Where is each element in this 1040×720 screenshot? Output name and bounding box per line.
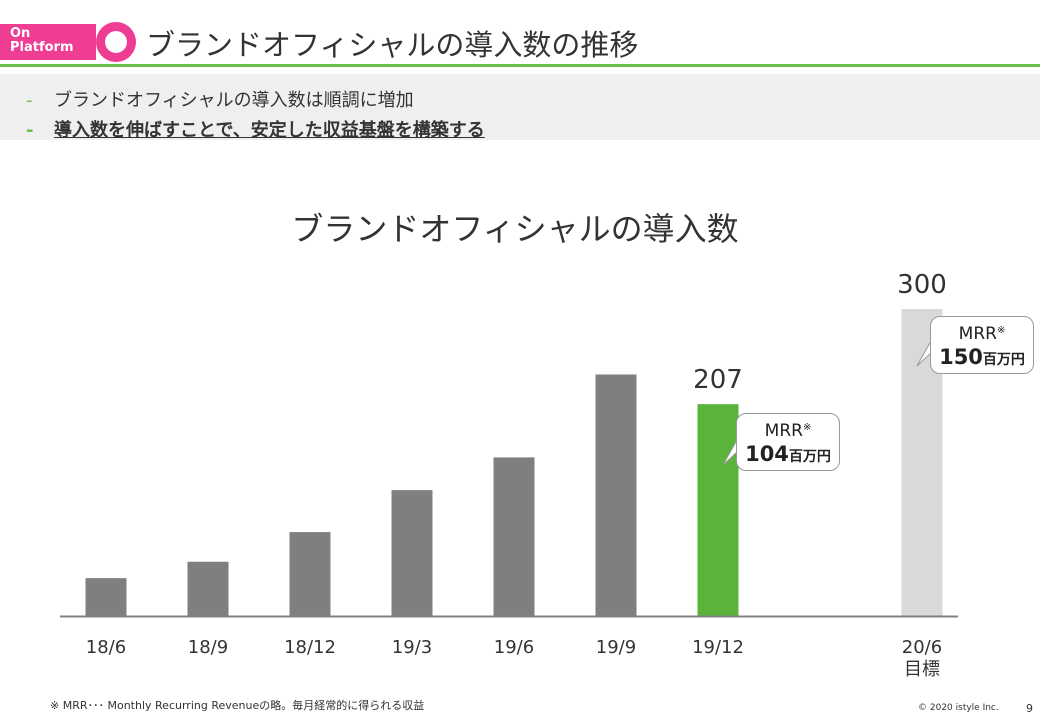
bullet-dash: - — [26, 90, 33, 111]
x-tick-sublabel: 目標 — [904, 659, 940, 680]
data-label: 300 — [897, 270, 947, 300]
on-platform-badge: On Platform — [0, 24, 96, 60]
slide-title: ブランドオフィシャルの導入数の推移 — [146, 28, 639, 62]
x-tick-label: 19/9 — [596, 637, 636, 658]
page-number: 9 — [1026, 702, 1033, 715]
bar-19-12 — [697, 404, 739, 616]
callout-value: 104百万円 — [745, 442, 831, 466]
bar-18-9 — [187, 561, 229, 616]
copyright: © 2020 istyle Inc. — [918, 703, 999, 713]
badge-line2: Platform — [10, 40, 74, 55]
x-tick-label: 18/6 — [86, 637, 126, 658]
bar-18-12 — [289, 532, 331, 616]
x-tick-label: 19/6 — [494, 637, 534, 658]
title-divider — [0, 64, 1040, 67]
summary-bullet-2: - 導入数を伸ばすことで、安定した収益基盤を構築する — [26, 116, 485, 142]
callout-label: MRR※ — [958, 324, 1006, 344]
chart-title: ブランドオフィシャルの導入数 — [291, 210, 739, 248]
data-label: 207 — [693, 365, 743, 395]
bar-19-6 — [493, 457, 535, 616]
bar-19-9 — [595, 374, 637, 616]
callout-label: MRR※ — [764, 421, 812, 441]
summary-panel: - ブランドオフィシャルの導入数は順調に増加 - 導入数を伸ばすことで、安定した収益… — [0, 74, 1040, 142]
bullet-text: ブランドオフィシャルの導入数は順調に増加 — [54, 90, 414, 111]
mrr-callout-19-12: MRR※ 104百万円 — [736, 413, 840, 471]
x-tick-label: 18/9 — [188, 637, 228, 658]
bullet-text: 導入数を伸ばすことで、安定した収益基盤を構築する — [54, 120, 485, 141]
mrr-callout-20-6: MRR※ 150百万円 — [930, 316, 1034, 374]
x-tick-label: 19/3 — [392, 637, 432, 658]
ring-icon — [96, 22, 136, 62]
x-tick-label: 20/6 — [902, 637, 942, 658]
badge-line1: On — [10, 26, 31, 41]
bullet-dash: - — [26, 120, 34, 141]
summary-bullet-1: - ブランドオフィシャルの導入数は順調に増加 — [26, 86, 414, 112]
bar-18-6 — [85, 578, 127, 616]
x-tick-label: 18/12 — [284, 637, 336, 658]
footnote: ※ MRR･･･ Monthly Recurring Revenueの略。毎月経… — [50, 699, 425, 712]
x-tick-label: 19/12 — [692, 637, 744, 658]
bar-19-3 — [391, 490, 433, 616]
callout-value: 150百万円 — [939, 345, 1025, 369]
